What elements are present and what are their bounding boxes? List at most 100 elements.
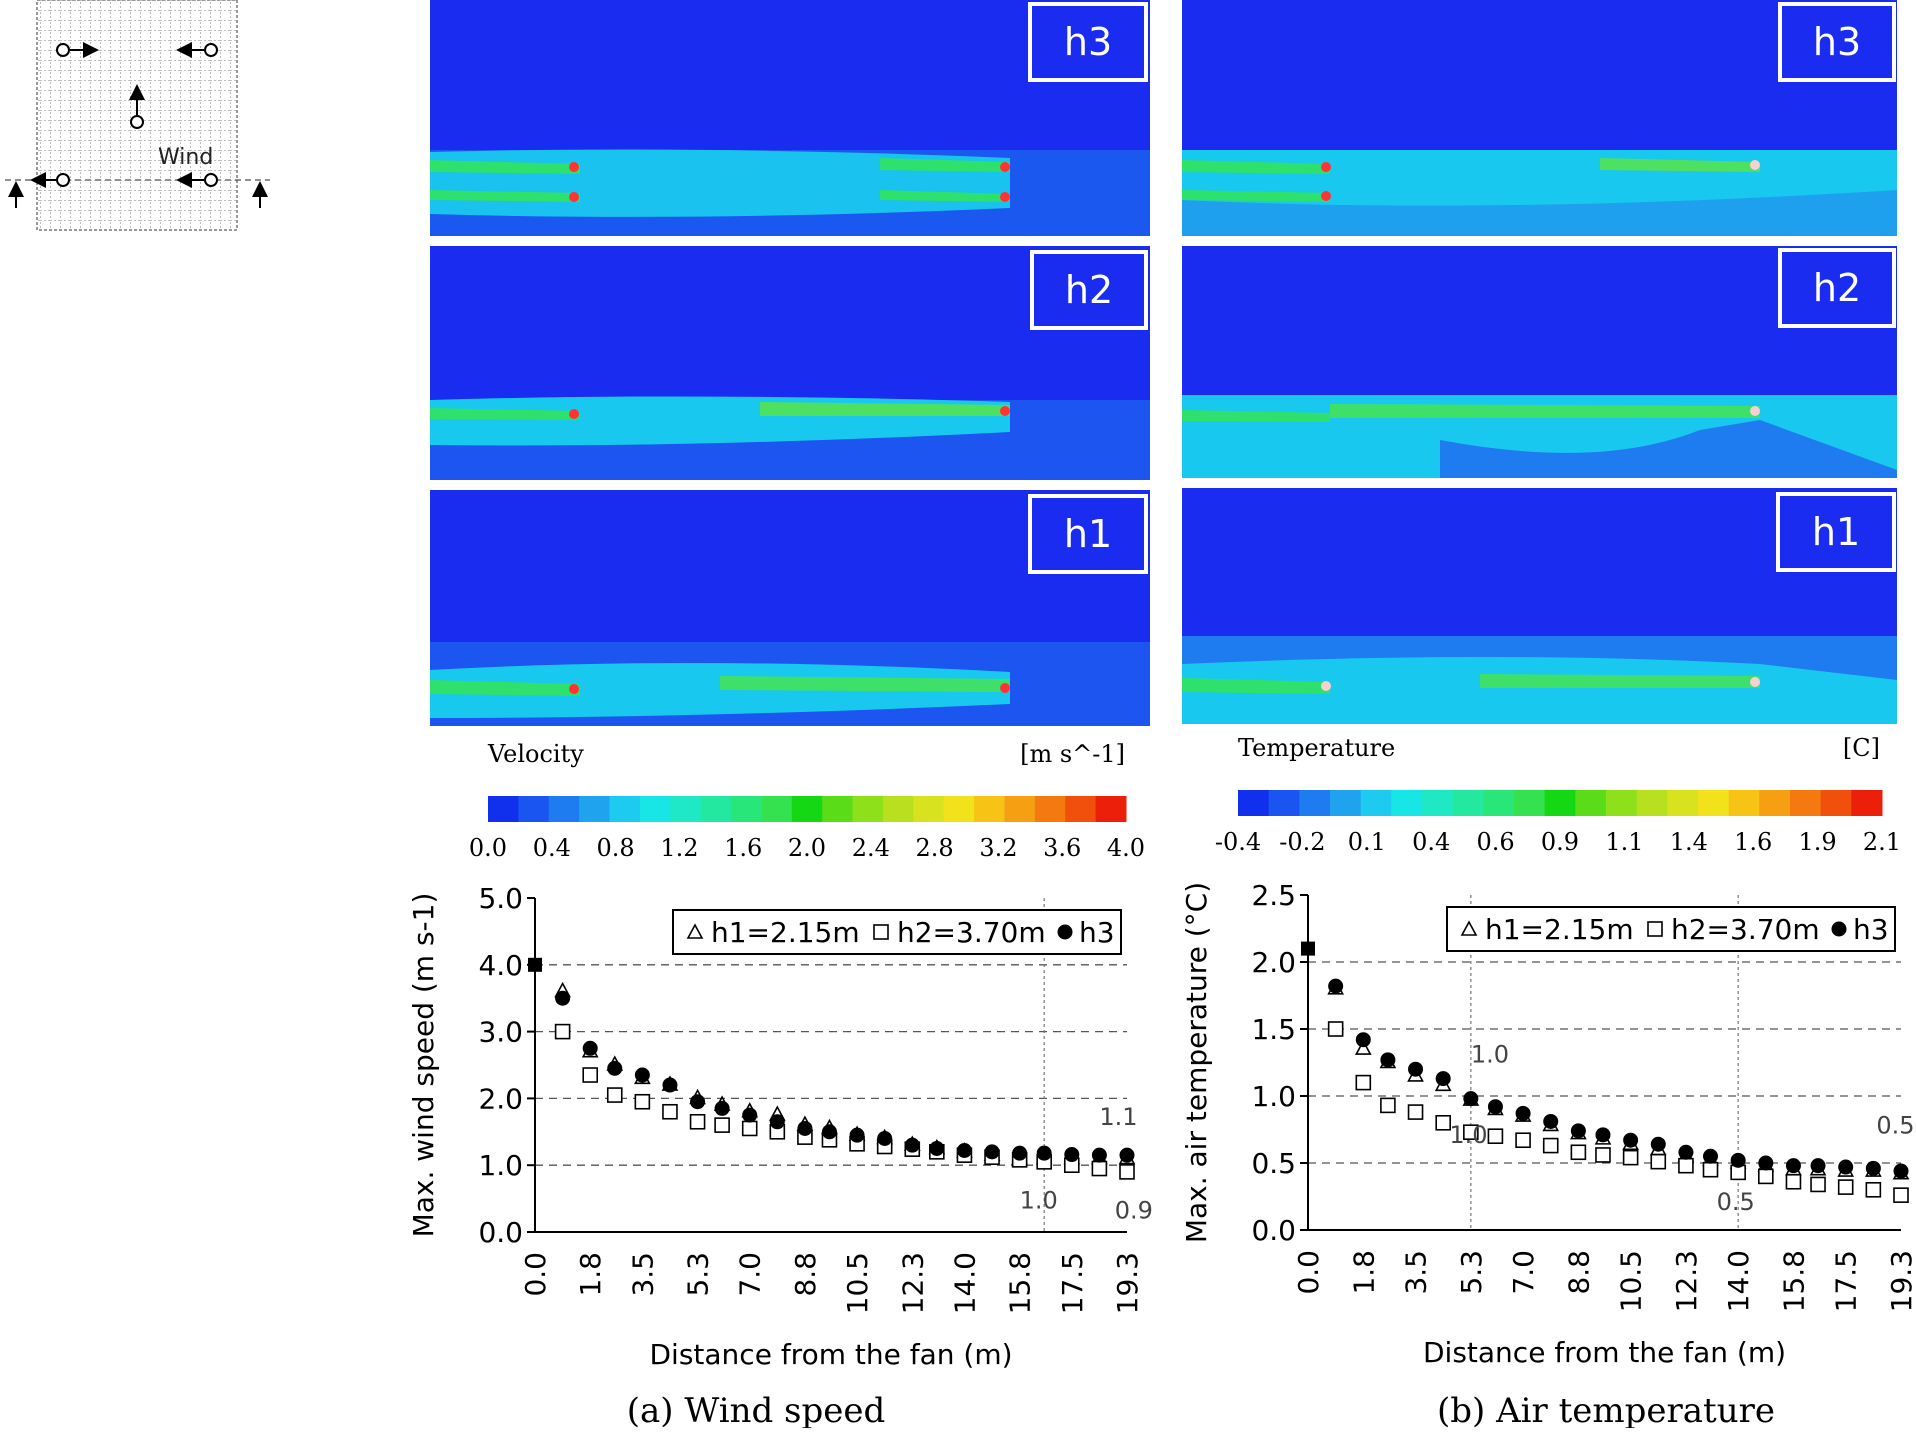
y-tick-label: 0.0 bbox=[478, 1216, 523, 1249]
circle-data-point bbox=[1435, 1071, 1451, 1087]
circle-data-point bbox=[1650, 1136, 1666, 1152]
temperature-panel-h1: h1 bbox=[1182, 488, 1897, 724]
colorbar-swatch bbox=[974, 796, 1005, 822]
colorbar-tick-label: 0.6 bbox=[1477, 828, 1515, 856]
circle-data-point bbox=[1328, 978, 1344, 994]
circle-data-point bbox=[929, 1141, 945, 1156]
legend-marker-h3 bbox=[1057, 924, 1073, 940]
y-tick-label: 4.0 bbox=[478, 949, 523, 982]
wind-speed-chart: 0.0 1.0 2.0 3.0 4.0 5.0 0.0 1.8 3.5 5.3 7.0 8.8 10.5… bbox=[407, 882, 1153, 1371]
circle-data-point bbox=[634, 1067, 650, 1083]
x-tick-label: 7.0 bbox=[1507, 1250, 1540, 1295]
y-tick-label: 1.0 bbox=[1251, 1080, 1296, 1113]
fan-marker bbox=[204, 173, 218, 187]
circle-data-point bbox=[1785, 1158, 1801, 1174]
colorbar-swatch bbox=[670, 796, 702, 822]
circle-data-point bbox=[1515, 1105, 1531, 1121]
square-data-point bbox=[1380, 1097, 1396, 1114]
x-tick-label: 1.8 bbox=[1347, 1250, 1380, 1295]
colorbar-tick-label: 1.6 bbox=[724, 834, 762, 862]
colorbar-tick-label: 3.6 bbox=[1043, 834, 1081, 862]
colorbar-swatch bbox=[609, 796, 641, 822]
colorbar-tick-label: 1.1 bbox=[1605, 828, 1643, 856]
colorbar-swatch bbox=[1268, 790, 1300, 816]
colorbar-swatch bbox=[1238, 790, 1270, 816]
square-data-point bbox=[1355, 1074, 1372, 1091]
circle-data-point bbox=[662, 1077, 678, 1093]
circle-data-point bbox=[769, 1114, 785, 1130]
circle-data-point bbox=[1623, 1132, 1639, 1148]
circle-data-point bbox=[1678, 1144, 1694, 1160]
square-data-point bbox=[1758, 1168, 1774, 1185]
circle-data-point bbox=[1380, 1052, 1396, 1068]
velocity-colorbar: 0.0 0.4 0.8 1.2 1.6 2.0 2.4 2.8 3.2 3.6 4.0 bbox=[469, 796, 1145, 862]
circle-data-point bbox=[849, 1127, 865, 1143]
colorbar-swatch bbox=[1698, 790, 1730, 816]
panel-label-h1: h1 bbox=[1812, 510, 1860, 554]
colorbar-swatch bbox=[1820, 790, 1852, 816]
caption-air-temperature: (b) Air temperature bbox=[1437, 1391, 1775, 1428]
x-tick-label: 5.3 bbox=[1455, 1250, 1488, 1295]
air-temperature-chart: 0.0 0.5 1.0 1.5 2.0 2.5 0.0 1.8 3.5 5.3 7.0 8.8 10.5… bbox=[1180, 879, 1916, 1369]
colorbar-swatch bbox=[1391, 790, 1423, 816]
x-tick-label: 12.3 bbox=[896, 1252, 929, 1314]
square-data-point bbox=[662, 1103, 678, 1120]
circle-data-point bbox=[742, 1107, 758, 1123]
panel-label-h2: h2 bbox=[1813, 266, 1861, 310]
colorbar-tick-label: 2.1 bbox=[1863, 828, 1901, 856]
panel-label-h3: h3 bbox=[1813, 20, 1861, 64]
circle-data-point bbox=[582, 1040, 598, 1056]
x-tick-label: 0.0 bbox=[519, 1252, 552, 1297]
chart-annotation: 1.0 bbox=[1449, 1121, 1487, 1149]
legend-marker-h1 bbox=[1460, 920, 1478, 936]
x-tick-label: 1.8 bbox=[574, 1252, 607, 1297]
colorbar-swatch bbox=[791, 796, 823, 822]
chart-annotation: 0.5 bbox=[1876, 1112, 1914, 1140]
circle-data-point bbox=[821, 1124, 837, 1140]
fan-marker bbox=[204, 43, 218, 57]
circle-data-point bbox=[1595, 1127, 1611, 1143]
chart-annotation: 1.1 bbox=[1099, 1103, 1137, 1131]
y-tick-label: 0.0 bbox=[1251, 1214, 1296, 1247]
colorbar-swatch bbox=[1004, 796, 1036, 822]
colorbar-swatch bbox=[1360, 790, 1392, 816]
circle-data-point bbox=[797, 1120, 813, 1136]
square-data-point bbox=[634, 1093, 651, 1110]
colorbar-tick-label: 0.4 bbox=[533, 834, 571, 862]
colorbar-swatch bbox=[761, 796, 793, 822]
fan-marker bbox=[130, 115, 144, 129]
legend-marker-h3 bbox=[1831, 921, 1847, 937]
square-data-point bbox=[1678, 1157, 1694, 1174]
colorbar-tick-label: 4.0 bbox=[1107, 834, 1145, 862]
x-tick-label: 3.5 bbox=[626, 1252, 659, 1297]
square-data-point bbox=[1091, 1160, 1108, 1177]
chart-annotation: 1.0 bbox=[1020, 1187, 1058, 1215]
colorbar-swatch bbox=[731, 796, 762, 822]
colorbar-tick-label: 0.8 bbox=[597, 834, 635, 862]
colorbar-swatch bbox=[488, 796, 519, 822]
circle-data-point bbox=[1012, 1145, 1028, 1161]
colorbar-swatch bbox=[1544, 790, 1576, 816]
circle-data-point bbox=[1119, 1147, 1135, 1163]
colorbar-tick-label: -0.4 bbox=[1215, 828, 1261, 856]
legend-box bbox=[672, 909, 1122, 955]
y-tick-label: 2.5 bbox=[1251, 879, 1296, 912]
square-data-point bbox=[1542, 1137, 1559, 1154]
circle-data-point bbox=[1730, 1152, 1746, 1168]
colorbar-swatch bbox=[822, 796, 854, 822]
caption-wind-speed: (a) Wind speed bbox=[627, 1391, 886, 1428]
circle-data-point bbox=[956, 1143, 972, 1159]
velocity-colorbar-title: Velocity bbox=[487, 740, 584, 768]
colorbar-tick-label: 3.2 bbox=[979, 834, 1017, 862]
triangle-data-point bbox=[1354, 1039, 1372, 1055]
circle-data-point bbox=[1865, 1160, 1881, 1176]
colorbar-swatch bbox=[913, 796, 945, 822]
legend-marker-h1 bbox=[686, 923, 704, 939]
square-data-point bbox=[554, 1023, 571, 1040]
chart-annotation: 1.0 bbox=[1471, 1041, 1509, 1069]
legend-label-h1: h1=2.15m bbox=[1485, 913, 1634, 946]
y-tick-label: 3.0 bbox=[478, 1016, 523, 1049]
colorbar-tick-label: 1.9 bbox=[1799, 828, 1837, 856]
x-tick-label: 15.8 bbox=[1777, 1250, 1810, 1312]
colorbar-swatch bbox=[518, 796, 550, 822]
